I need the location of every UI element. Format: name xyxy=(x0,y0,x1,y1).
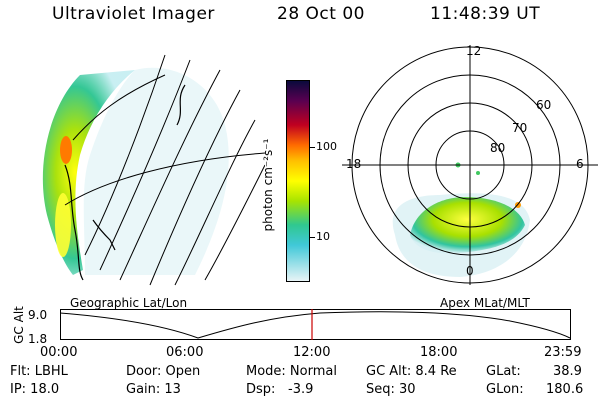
colorbar-tick-label-10: 10 xyxy=(316,230,330,243)
seq-info: Seq: 30 xyxy=(366,382,416,397)
gain-info: Gain: 13 xyxy=(126,382,181,397)
colorbar-unit-label: photon cm⁻²s⁻¹ xyxy=(261,138,275,232)
polar-grid xyxy=(342,45,598,285)
time: 11:48:39 UT xyxy=(430,4,541,24)
time-tick-1800: 18:00 xyxy=(420,345,458,360)
aurora-hotspot xyxy=(60,136,72,164)
geographic-caption: Geographic Lat/Lon xyxy=(70,296,188,310)
polar-dot-2 xyxy=(476,171,480,175)
geographic-image-panel xyxy=(42,54,265,286)
altitude-plot xyxy=(60,309,571,340)
altitude-ytick-9: 9.0 xyxy=(28,308,48,322)
gc-alt-info: GC Alt: 8.4 Re xyxy=(366,364,457,379)
aurora-bright-core xyxy=(55,193,71,257)
mlt-label-6: 6 xyxy=(576,157,584,171)
colorbar-tick-label-100: 100 xyxy=(316,140,337,153)
glon-label: GLon: xyxy=(486,382,524,397)
altitude-ylabel: GC Alt xyxy=(12,306,26,344)
date: 28 Oct 00 xyxy=(277,4,365,24)
lat-label-80: 80 xyxy=(490,141,506,155)
glat-value: 38.9 xyxy=(553,364,582,379)
dsp-label: Dsp: xyxy=(246,382,276,397)
glon-value: 180.6 xyxy=(546,382,584,397)
lat-label-60: 60 xyxy=(536,98,552,112)
title: Ultraviolet Imager xyxy=(52,4,215,24)
filter-info: Flt: LBHL xyxy=(10,364,68,379)
glat-label: GLat: xyxy=(486,364,521,379)
altitude-plot-frame xyxy=(60,309,571,340)
colorbar-tick-100 xyxy=(310,147,315,148)
door-info: Door: Open xyxy=(126,364,201,379)
mlt-label-0: 0 xyxy=(466,264,474,278)
coastline xyxy=(64,84,186,281)
ip-info: IP: 18.0 xyxy=(10,382,60,397)
mlt-label-18: 18 xyxy=(346,157,362,171)
colorbar xyxy=(286,80,310,282)
mlt-label-12: 12 xyxy=(466,44,482,58)
polar-aurora-oval xyxy=(410,197,525,254)
mode-info: Mode: Normal xyxy=(246,364,337,379)
dsp-value: -3.9 xyxy=(288,382,314,397)
aurora-faint-haze xyxy=(83,67,229,275)
time-tick-1200: 12:00 xyxy=(293,345,331,360)
lat-lon-grid xyxy=(64,54,265,286)
altitude-curve xyxy=(60,311,571,339)
time-tick-2359: 23:59 xyxy=(544,345,582,360)
altitude-ytick-1: 1.8 xyxy=(28,332,48,346)
colorbar-tick-10 xyxy=(310,237,315,238)
lat-label-70: 70 xyxy=(512,121,528,135)
polar-plot xyxy=(342,45,598,285)
time-tick-0600: 06:00 xyxy=(166,345,204,360)
time-tick-0000: 00:00 xyxy=(40,345,78,360)
apex-caption: Apex MLat/MLT xyxy=(440,296,530,310)
